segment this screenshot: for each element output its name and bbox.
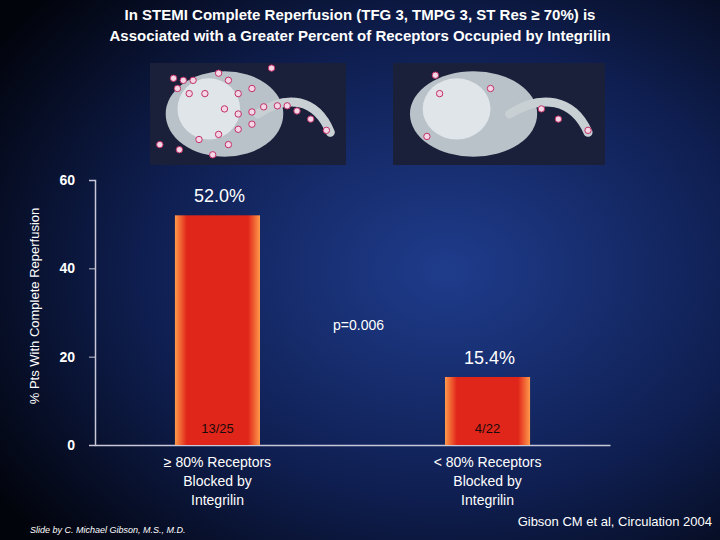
y-tick-label: 60 bbox=[59, 172, 75, 188]
x-axis-line bbox=[96, 445, 611, 447]
y-tick-mark bbox=[89, 445, 95, 446]
credit: Slide by C. Michael Gibson, M.S., M.D. bbox=[30, 525, 186, 535]
y-tick: 0 bbox=[67, 437, 95, 453]
bar bbox=[445, 377, 530, 445]
source: Gibson CM et al, Circulation 2004 bbox=[518, 514, 712, 529]
p-value: p=0.006 bbox=[333, 317, 384, 333]
platelet-image bbox=[393, 63, 605, 165]
y-tick-label: 40 bbox=[59, 260, 75, 276]
y-axis-line bbox=[89, 181, 96, 446]
x-tick-label: ≥ 80% ReceptorsBlocked byIntegrilin bbox=[164, 454, 271, 508]
chart-svg: In STEMI Complete Reperfusion (TFG 3, TM… bbox=[0, 0, 720, 540]
y-tick: 60 bbox=[59, 172, 95, 188]
x-tick: ≥ 80% ReceptorsBlocked byIntegrilin bbox=[164, 445, 271, 508]
y-tick-mark bbox=[89, 180, 95, 181]
y-tick-label: 20 bbox=[59, 349, 75, 365]
y-tick-mark bbox=[89, 357, 95, 358]
background bbox=[0, 0, 720, 540]
data-label: 52.0% bbox=[194, 186, 245, 206]
y-tick-mark bbox=[89, 268, 95, 269]
bar-notes: 13/25 4/22 bbox=[201, 421, 500, 436]
y-tick-label: 0 bbox=[67, 437, 75, 453]
x-tick-label: < 80% ReceptorsBlocked byIntegrilin bbox=[434, 454, 542, 508]
platelet-image bbox=[150, 63, 346, 165]
y-tick: 40 bbox=[59, 260, 95, 276]
y-axis: 0 20 40 60 bbox=[59, 172, 95, 453]
x-tick: < 80% ReceptorsBlocked byIntegrilin bbox=[434, 445, 542, 508]
data-label: 15.4% bbox=[464, 348, 515, 368]
annotations: p=0.006 bbox=[333, 317, 384, 333]
data-labels: 52.0% 15.4% bbox=[194, 186, 515, 368]
x-axis: ≥ 80% ReceptorsBlocked byIntegrilin < 80%… bbox=[96, 445, 611, 508]
y-tick: 20 bbox=[59, 349, 95, 365]
bar-note: 13/25 bbox=[201, 421, 234, 436]
bar bbox=[175, 215, 260, 445]
bars bbox=[175, 215, 530, 445]
y-axis-title: % Pts With Complete Reperfusion bbox=[27, 208, 42, 405]
chart-title: In STEMI Complete Reperfusion (TFG 3, TM… bbox=[110, 6, 611, 44]
bar-note: 4/22 bbox=[475, 421, 500, 436]
